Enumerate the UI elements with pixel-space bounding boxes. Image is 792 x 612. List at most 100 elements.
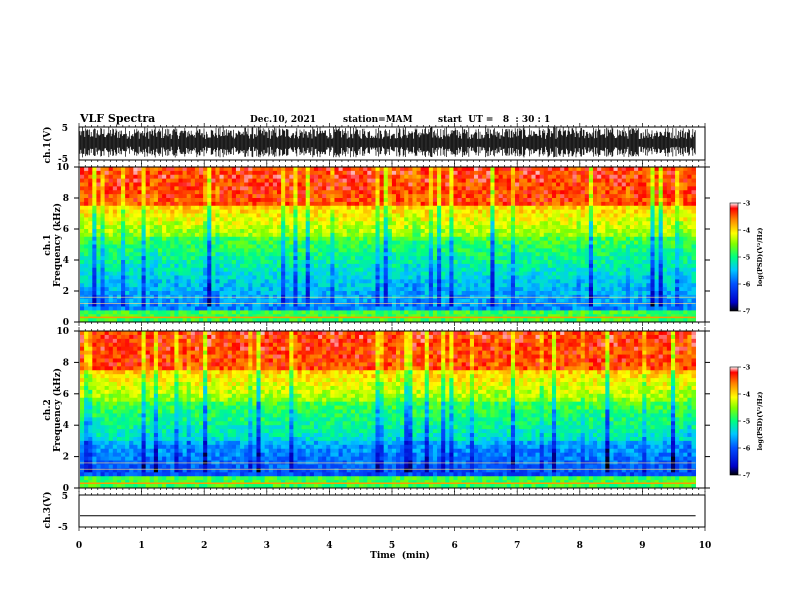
spectrogram-cell [486,194,491,199]
spectrogram-cell [396,252,401,257]
spectrogram-cell [572,232,577,238]
spectrogram-cell [465,236,471,242]
spectrogram-cell [96,232,101,238]
spectrogram-cell [482,310,487,315]
spectrogram-cell [453,298,458,304]
spectrogram-cell [523,271,528,276]
spectrogram-cell [313,248,319,253]
spectrogram-cell [141,263,147,269]
spectrogram-cell [408,217,413,222]
spectrogram-cell [125,201,130,207]
spectrogram-cell [428,236,434,242]
spectrogram-cell [342,170,348,176]
spectrogram-cell [166,271,171,276]
spectrogram-cell [494,232,500,238]
spectrogram-cell [515,298,520,304]
spectrogram-cell [281,310,286,315]
spectrogram-cell [125,186,130,191]
spectrogram-cell [359,279,364,284]
spectrogram-cell [309,167,315,172]
spectrogram-cell [309,186,315,191]
spectrogram-cell [272,260,278,265]
spectrogram-cell [572,256,577,261]
spectrogram-cell [564,248,569,253]
spectrogram-cell [301,302,307,307]
spectrogram-cell [408,279,413,284]
spectrogram-cell [543,244,549,249]
spectrogram-cell [387,217,393,222]
spectrogram-cell [157,279,163,284]
spectrogram-cell [260,178,266,183]
spectrogram-cell [133,318,138,323]
spectrogram-cell [84,198,89,203]
spectrogram-cell [437,291,442,296]
spectrogram-cell [248,318,253,323]
spectrogram-cell [157,240,163,245]
spectrogram-cell [313,271,319,276]
spectrogram-cell [408,256,413,261]
spectrogram-cell [465,263,471,269]
spectrogram-cell [322,287,327,292]
spectrogram-cell [346,248,352,253]
spectrogram-cell [108,186,114,191]
spectrogram-cell [572,209,577,214]
spectrogram-cell [449,283,454,288]
spectrogram-cell [539,229,545,234]
spectrogram-cell [112,167,118,172]
spectrogram-cell [104,287,110,292]
spectrogram-cell [223,275,229,280]
spectrogram-cell [133,190,138,195]
spectrogram-cell [494,267,500,273]
spectrogram-cell [248,240,253,245]
spectrogram-cell [350,291,356,296]
spectrogram-cell [490,213,495,218]
spectrogram-cell [96,263,101,269]
spectrogram-cell [309,232,315,238]
spectrogram-cell [244,267,249,273]
spectrogram-cell [223,190,229,195]
spectrogram-cell [96,178,101,183]
spectrogram-cell [215,252,220,257]
spectrogram-cell [543,279,549,284]
spectrogram-cell [572,283,577,288]
spectrogram-cell [223,291,229,296]
spectrogram-cell [313,229,319,234]
spectrogram-cell [338,318,344,323]
spectrogram-cell [104,310,110,315]
spectrogram-cell [141,167,147,172]
spectrogram-cell [207,240,212,245]
spectrogram-cell [490,252,495,257]
spectrogram-cell [129,236,134,242]
spectrogram-cell [190,291,196,296]
spectrogram-cell [465,298,471,304]
spectrogram-cell [531,310,536,315]
spectrogram-cell [379,174,385,180]
spectrogram-cell [437,209,442,214]
spectrogram-cell [186,287,192,292]
spectrogram-cell [285,178,290,183]
spectrogram-cell [400,225,405,230]
spectrogram-cell [354,260,360,265]
spectrogram-cell [104,314,110,319]
spectrogram-cell [432,298,438,304]
spectrogram-cell [178,306,183,311]
spectrogram-cell [129,248,134,253]
spectrogram-cell [560,302,565,307]
spectrogram-cell [359,201,364,207]
spectrogram-cell [145,260,151,265]
spectrogram-cell [465,213,471,218]
spectrogram-cell [153,263,159,269]
spectrogram-cell [285,240,290,245]
spectrogram-cell [547,232,553,238]
spectrogram-cell [133,170,138,176]
spectrogram-cell [568,167,573,172]
spectrogram-cell [203,291,208,296]
spectrogram-cell [478,256,483,261]
spectrogram-cell [342,178,348,183]
spectrogram-cell [539,201,545,207]
spectrogram-cell [412,232,417,238]
spectrogram-cell [469,182,475,187]
spectrogram-cell [252,287,257,292]
spectrogram-cell [182,198,188,203]
spectrogram-cell [506,244,512,249]
